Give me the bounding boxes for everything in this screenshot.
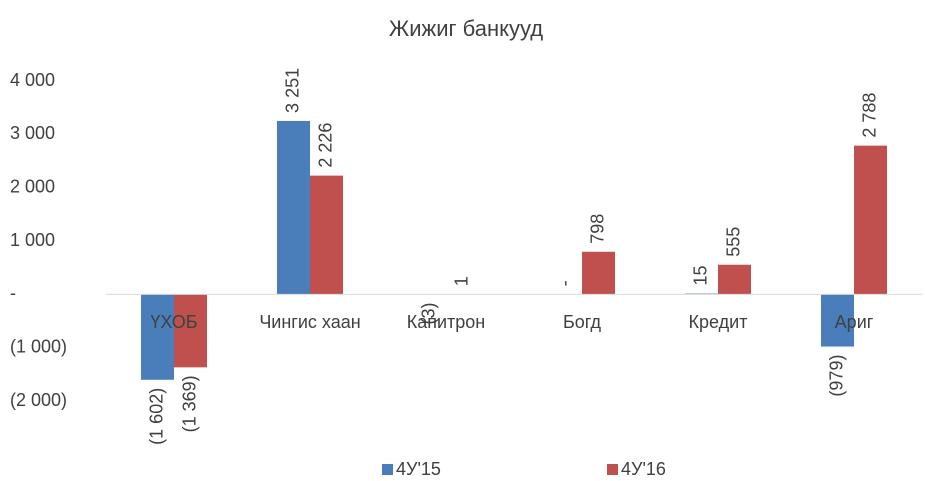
bar [277,120,310,295]
x-tick-label: ҮХОБ [150,312,197,332]
legend-swatch [382,464,393,475]
legend-swatch [607,464,618,475]
y-tick-label: 4 000 [10,70,55,90]
data-label: (1 602) [146,388,166,445]
bar [821,294,854,347]
data-label: 798 [587,214,607,244]
y-tick-label: (1 000) [10,336,67,356]
data-label: 2 226 [315,123,335,168]
bar [174,294,207,368]
data-label: 15 [690,266,710,286]
bar [310,175,343,295]
x-tick-label: Чингис хаан [259,312,360,332]
data-label: (1 369) [179,375,199,432]
chart-title: Жижиг банкууд [389,16,543,41]
y-tick-label: - [10,283,16,303]
data-label: 2 788 [859,93,879,138]
bar [582,251,615,295]
y-tick-label: 2 000 [10,176,55,196]
data-label: - [554,280,574,286]
x-tick-label: Кредит [689,312,748,332]
data-label: (979) [826,355,846,397]
bar [141,294,174,380]
bar [718,264,751,295]
y-tick-label: 3 000 [10,123,55,143]
x-tick-label: Ариг [835,312,874,332]
x-tick-label: Капитрон [407,312,486,332]
legend-label: 4У'16 [621,459,666,479]
data-label: 3 251 [282,68,302,113]
data-label: 1 [451,276,471,286]
y-tick-label: (2 000) [10,390,67,410]
y-tick-label: 1 000 [10,230,55,250]
x-tick-label: Богд [563,312,602,332]
bar [854,145,887,295]
legend-label: 4У'15 [396,459,441,479]
data-label: (3) [418,302,438,324]
data-label: 555 [723,227,743,257]
